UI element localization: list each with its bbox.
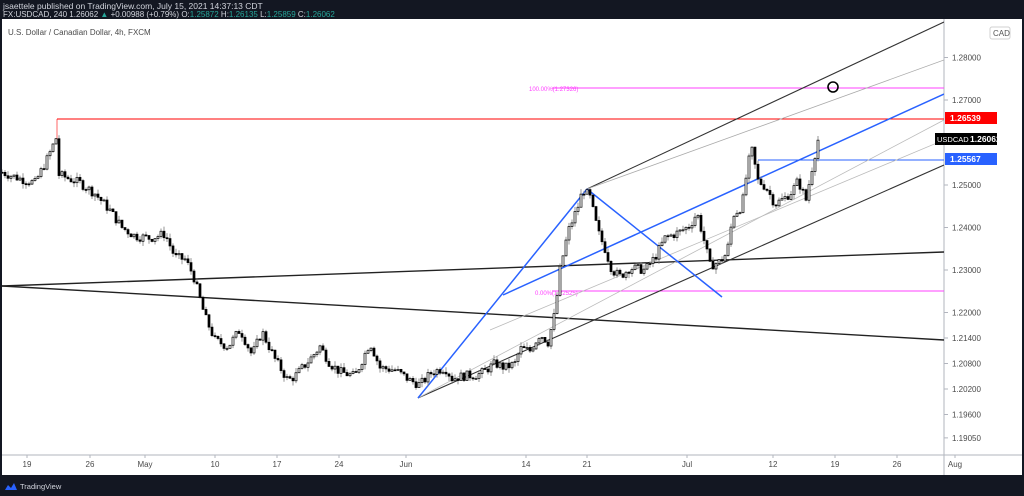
x-tick-label: 24 bbox=[335, 460, 344, 469]
low-value: 1.25859 bbox=[266, 10, 296, 19]
low-label: L: bbox=[260, 10, 267, 19]
open-value: 1.25872 bbox=[189, 10, 219, 19]
last-price-label: 1.26062 bbox=[970, 134, 1001, 144]
close-value: 1.26062 bbox=[305, 10, 335, 19]
open-label: O: bbox=[181, 10, 190, 19]
publisher-line: jsaettele published on TradingView.com, … bbox=[3, 1, 263, 11]
x-tick-label: 17 bbox=[273, 460, 282, 469]
candles-layer bbox=[2, 135, 820, 390]
target-circle-marker bbox=[827, 81, 839, 93]
last-price: 1.26062 bbox=[69, 10, 99, 19]
y-tick-label: 1.20800 bbox=[952, 360, 981, 369]
y-tick-label: 1.28000 bbox=[952, 54, 981, 63]
change-value: +0.00988 (+0.79%) bbox=[110, 10, 180, 19]
fib-0-label: 0.00%(1.22525) bbox=[535, 291, 578, 297]
y-tick-label: 1.22000 bbox=[952, 309, 981, 318]
currency-label: CAD bbox=[993, 29, 1010, 38]
y-tick-label: 1.23000 bbox=[952, 266, 981, 275]
x-tick-label: 26 bbox=[893, 460, 902, 469]
fib-100-label: 100.00%(1.27326) bbox=[529, 87, 578, 93]
high-value: 1.26135 bbox=[228, 10, 258, 19]
x-tick-label: 19 bbox=[23, 460, 32, 469]
time-axis[interactable]: 19 26 May 10 17 24 Jun 14 21 Jul 12 19 26 Aug bbox=[23, 455, 963, 469]
y-tick-label: 1.25000 bbox=[952, 181, 981, 190]
y-tick-label: 1.21400 bbox=[952, 334, 981, 343]
x-tick-label: 14 bbox=[522, 460, 531, 469]
price-labels: 1.26539 USDCAD 1.26062 1.25567 bbox=[935, 112, 1001, 165]
tradingview-logo[interactable]: TradingView bbox=[4, 482, 61, 491]
high-label: H: bbox=[220, 10, 229, 19]
symbol-price-tag: USDCAD bbox=[937, 135, 969, 144]
y-tick-label: 1.19600 bbox=[952, 411, 981, 420]
cloud-logo-icon bbox=[5, 483, 17, 490]
x-tick-label: 19 bbox=[831, 460, 840, 469]
drawings-layer: 100.00%(1.27326) 0.00%(1.22525) bbox=[2, 21, 944, 399]
chart-title: U.S. Dollar / Canadian Dollar, 4h, FXCM bbox=[8, 28, 151, 37]
x-tick-label: May bbox=[137, 460, 152, 469]
x-tick-label: 10 bbox=[211, 460, 220, 469]
resistance-price-label: 1.26539 bbox=[950, 113, 981, 123]
close-label: C: bbox=[297, 10, 306, 19]
publish-header: jsaettele published on TradingView.com, … bbox=[0, 0, 1024, 19]
y-tick-label: 1.20200 bbox=[952, 385, 981, 394]
x-tick-label: 12 bbox=[769, 460, 778, 469]
y-tick-label: 1.19050 bbox=[952, 434, 981, 443]
up-arrow-icon: ▲ bbox=[100, 10, 109, 19]
price-axis[interactable]: 1.28000 1.27000 1.25000 1.24000 1.23000 1.220… bbox=[944, 26, 1011, 443]
x-tick-label: 26 bbox=[86, 460, 95, 469]
support-price-label: 1.25567 bbox=[950, 154, 981, 164]
ohlc-line: FX:USDCAD, 240 1.26062 ▲ +0.00988 (+0.79… bbox=[3, 10, 335, 19]
footer-bar bbox=[0, 476, 1024, 496]
x-tick-label: Jun bbox=[400, 460, 413, 469]
brand-label: TradingView bbox=[20, 482, 62, 491]
y-tick-label: 1.24000 bbox=[952, 224, 981, 233]
x-tick-label: Jul bbox=[682, 460, 692, 469]
x-tick-label: Aug bbox=[948, 460, 962, 469]
symbol-label: FX:USDCAD, 240 bbox=[3, 10, 68, 19]
x-tick-label: 21 bbox=[583, 460, 592, 469]
y-tick-label: 1.27000 bbox=[952, 96, 981, 105]
